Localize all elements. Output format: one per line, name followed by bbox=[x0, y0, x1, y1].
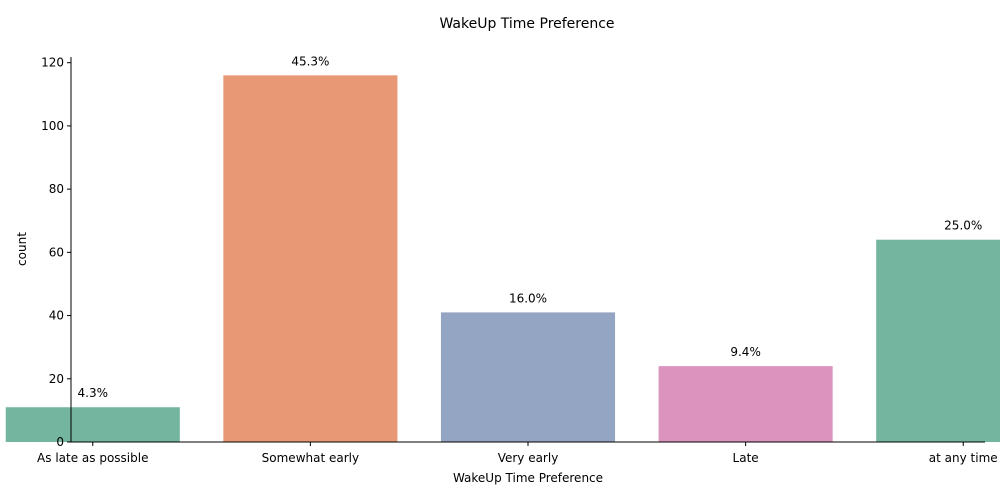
y-ticks-layer: 0 20 40 60 80 100 120 bbox=[41, 56, 71, 449]
y-tick-label: 20 bbox=[49, 372, 64, 386]
x-tick-label: Very early bbox=[498, 451, 559, 465]
bars-layer bbox=[5, 75, 1000, 442]
x-tick-label: Somewhat early bbox=[262, 451, 359, 465]
y-tick-label: 100 bbox=[41, 119, 64, 133]
y-tick-label: 0 bbox=[56, 435, 64, 449]
x-axis-label: WakeUp Time Preference bbox=[453, 471, 603, 485]
bar-data-label: 4.3% bbox=[78, 386, 109, 400]
bar bbox=[5, 407, 180, 442]
x-ticks-layer: As late as possible Somewhat early Very ea… bbox=[37, 442, 998, 465]
data-labels-layer: 4.3% 45.3% 16.0% 9.4% 25.0% bbox=[78, 54, 983, 400]
bar bbox=[440, 312, 616, 442]
y-tick-label: 60 bbox=[49, 245, 64, 259]
y-tick-label: 40 bbox=[49, 309, 64, 323]
y-axis-label: count bbox=[15, 232, 29, 266]
bar bbox=[876, 239, 1000, 442]
bar bbox=[223, 75, 398, 442]
x-tick-label: at any time bbox=[929, 451, 998, 465]
bar bbox=[658, 366, 833, 442]
bar-data-label: 9.4% bbox=[730, 345, 761, 359]
bar-data-label: 45.3% bbox=[291, 54, 329, 68]
bar-data-label: 16.0% bbox=[509, 291, 547, 305]
y-tick-label: 120 bbox=[41, 56, 64, 70]
x-tick-label: As late as possible bbox=[37, 451, 148, 465]
bar-data-label: 25.0% bbox=[944, 219, 982, 233]
x-tick-label: Late bbox=[733, 451, 759, 465]
y-tick-label: 80 bbox=[49, 182, 64, 196]
chart-title: WakeUp Time Preference bbox=[439, 16, 614, 32]
